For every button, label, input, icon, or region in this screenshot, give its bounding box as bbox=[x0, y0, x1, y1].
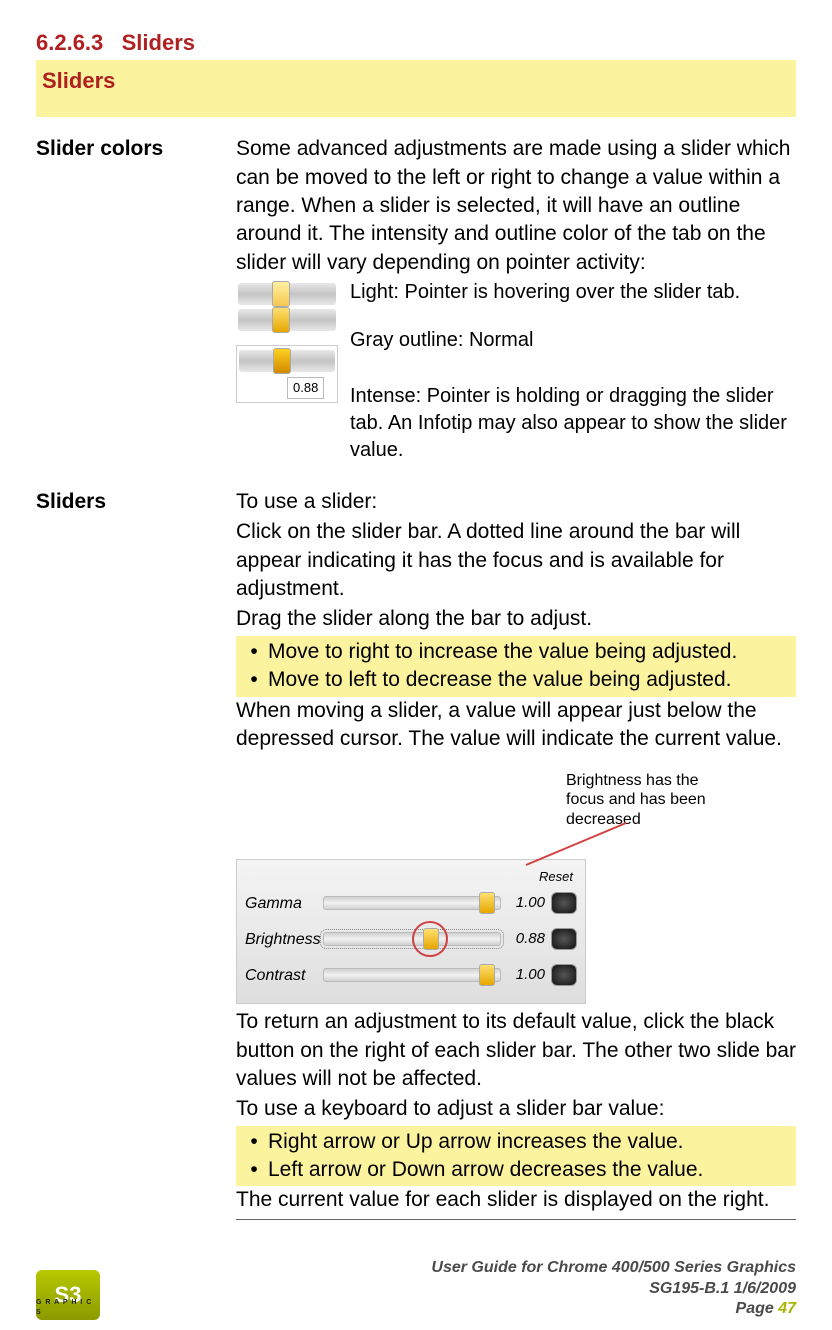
sliders-after2: To return an adjustment to its default v… bbox=[236, 1008, 796, 1093]
footer-line2: SG195-B.1 1/6/2009 bbox=[431, 1279, 796, 1300]
sliders-intro1: To use a slider: bbox=[236, 488, 796, 516]
section-title: Sliders bbox=[122, 30, 195, 55]
reset-button[interactable] bbox=[551, 964, 577, 986]
state-gray-text: Gray outline: Normal bbox=[350, 327, 796, 383]
footer-text: User Guide for Chrome 400/500 Series Gra… bbox=[431, 1258, 796, 1320]
s3-logo: S3 G R A P H I C S bbox=[36, 1270, 100, 1320]
highlight-block-2: •Right arrow or Up arrow increases the v… bbox=[236, 1126, 796, 1187]
slider-panel-screenshot: Reset Gamma 1.00 Brightness 0.88 Contrast 1.0… bbox=[236, 859, 586, 1005]
panel-slider-label: Gamma bbox=[245, 893, 323, 915]
section-number: 6.2.6.3 bbox=[36, 30, 103, 55]
sliders-after3: To use a keyboard to adjust a slider bar… bbox=[236, 1095, 796, 1123]
bullet-icon: • bbox=[240, 1156, 268, 1184]
sliders-label: Sliders bbox=[36, 488, 236, 1220]
bullet-icon: • bbox=[240, 638, 268, 666]
panel-slider-bar[interactable] bbox=[323, 968, 501, 982]
sliders-intro3: Drag the slider along the bar to adjust. bbox=[236, 605, 796, 633]
reset-button[interactable] bbox=[551, 892, 577, 914]
hl3: Right arrow or Up arrow increases the va… bbox=[268, 1128, 684, 1156]
hl4: Left arrow or Down arrow decreases the v… bbox=[268, 1156, 703, 1184]
state-intense-text: Intense: Pointer is holding or dragging … bbox=[350, 383, 796, 464]
highlight-block-1: •Move to right to increase the value bei… bbox=[236, 636, 796, 697]
slider-colors-intro: Some advanced adjustments are made using… bbox=[236, 135, 796, 277]
page-label: Page bbox=[736, 1300, 779, 1317]
panel-slider-row: Contrast 1.00 bbox=[245, 957, 577, 993]
panel-slider-bar[interactable] bbox=[323, 932, 501, 946]
panel-slider-handle[interactable] bbox=[479, 964, 495, 986]
panel-slider-value: 1.00 bbox=[501, 965, 545, 985]
infotip-value: 0.88 bbox=[287, 377, 324, 399]
page-number: 47 bbox=[778, 1300, 796, 1317]
bullet-icon: • bbox=[240, 1128, 268, 1156]
hl2: Move to left to decrease the value being… bbox=[268, 666, 731, 694]
panel-slider-label: Contrast bbox=[245, 965, 323, 987]
sliders-intro2: Click on the slider bar. A dotted line a… bbox=[236, 518, 796, 603]
banner-title: Sliders bbox=[36, 60, 796, 118]
slider-handle-normal bbox=[272, 307, 290, 333]
state-light-text: Light: Pointer is hovering over the slid… bbox=[350, 279, 796, 327]
bullet-icon: • bbox=[240, 666, 268, 694]
panel-slider-handle[interactable] bbox=[479, 892, 495, 914]
panel-slider-bar[interactable] bbox=[323, 896, 501, 910]
panel-slider-value: 1.00 bbox=[501, 893, 545, 913]
sliders-after1: When moving a slider, a value will appea… bbox=[236, 697, 796, 754]
callout-line bbox=[236, 829, 796, 859]
slider-states-illustration: 0.88 bbox=[236, 279, 338, 403]
panel-slider-label: Brightness bbox=[245, 929, 323, 951]
panel-slider-value: 0.88 bbox=[501, 929, 545, 949]
sliders-after4: The current value for each slider is dis… bbox=[236, 1186, 796, 1214]
panel-slider-row: Brightness 0.88 bbox=[245, 921, 577, 957]
reset-header: Reset bbox=[245, 868, 577, 886]
hl1: Move to right to increase the value bein… bbox=[268, 638, 737, 666]
footer-line1: User Guide for Chrome 400/500 Series Gra… bbox=[431, 1258, 796, 1279]
section-heading: 6.2.6.3 Sliders bbox=[36, 28, 796, 58]
panel-slider-row: Gamma 1.00 bbox=[245, 885, 577, 921]
slider-colors-label: Slider colors bbox=[36, 135, 236, 464]
focus-indicator-circle bbox=[412, 921, 448, 957]
slider-handle-light bbox=[272, 281, 290, 307]
slider-handle-intense bbox=[273, 348, 291, 374]
logo-subtext: G R A P H I C S bbox=[36, 1298, 100, 1317]
section-rule bbox=[236, 1219, 796, 1220]
reset-button[interactable] bbox=[551, 928, 577, 950]
